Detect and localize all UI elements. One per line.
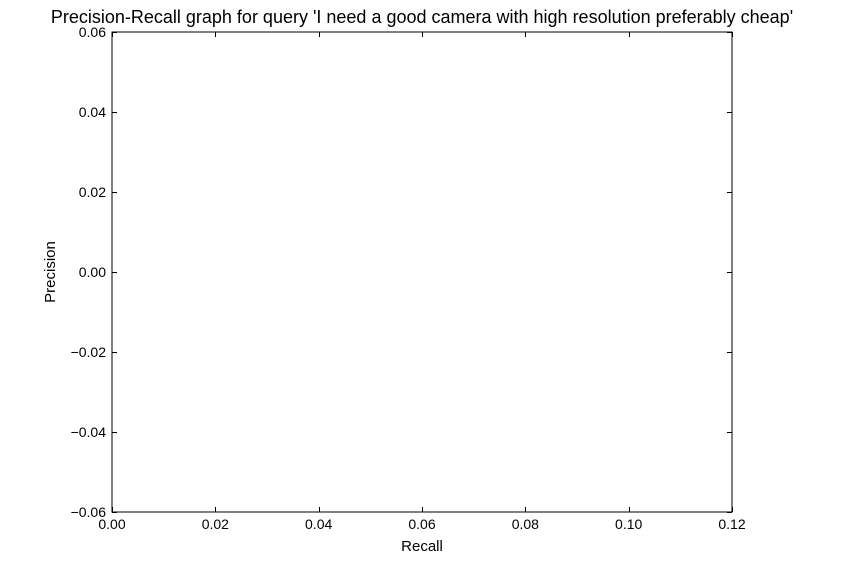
chart-title: Precision-Recall graph for query 'I need…: [51, 7, 793, 27]
x-tick-label: 0.12: [718, 516, 745, 532]
y-tick-label: 0.04: [79, 104, 106, 120]
y-tick-label: −0.06: [71, 504, 107, 520]
x-axis-label: Recall: [401, 538, 443, 555]
x-tick-label: 0.04: [305, 516, 332, 532]
y-tick-label: 0.00: [79, 264, 106, 280]
x-tick-label: 0.02: [202, 516, 229, 532]
y-tick-label: 0.06: [79, 24, 106, 40]
x-tick-label: 0.08: [512, 516, 539, 532]
y-tick-label: −0.02: [71, 344, 107, 360]
y-tick-label: −0.04: [71, 424, 107, 440]
y-axis: 0.06 0.04 0.02 0.00 −0.02 −0.04 −0.06: [71, 24, 732, 520]
x-tick-label: 0.06: [408, 516, 435, 532]
x-axis: 0.00 0.02 0.04 0.06 0.08 0.10 0.12: [98, 32, 746, 532]
y-tick-label: 0.02: [79, 184, 106, 200]
y-axis-label: Precision: [42, 241, 59, 303]
plot-area: [111, 31, 733, 513]
x-tick-label: 0.10: [615, 516, 642, 532]
x-tick-label: 0.00: [98, 516, 125, 532]
